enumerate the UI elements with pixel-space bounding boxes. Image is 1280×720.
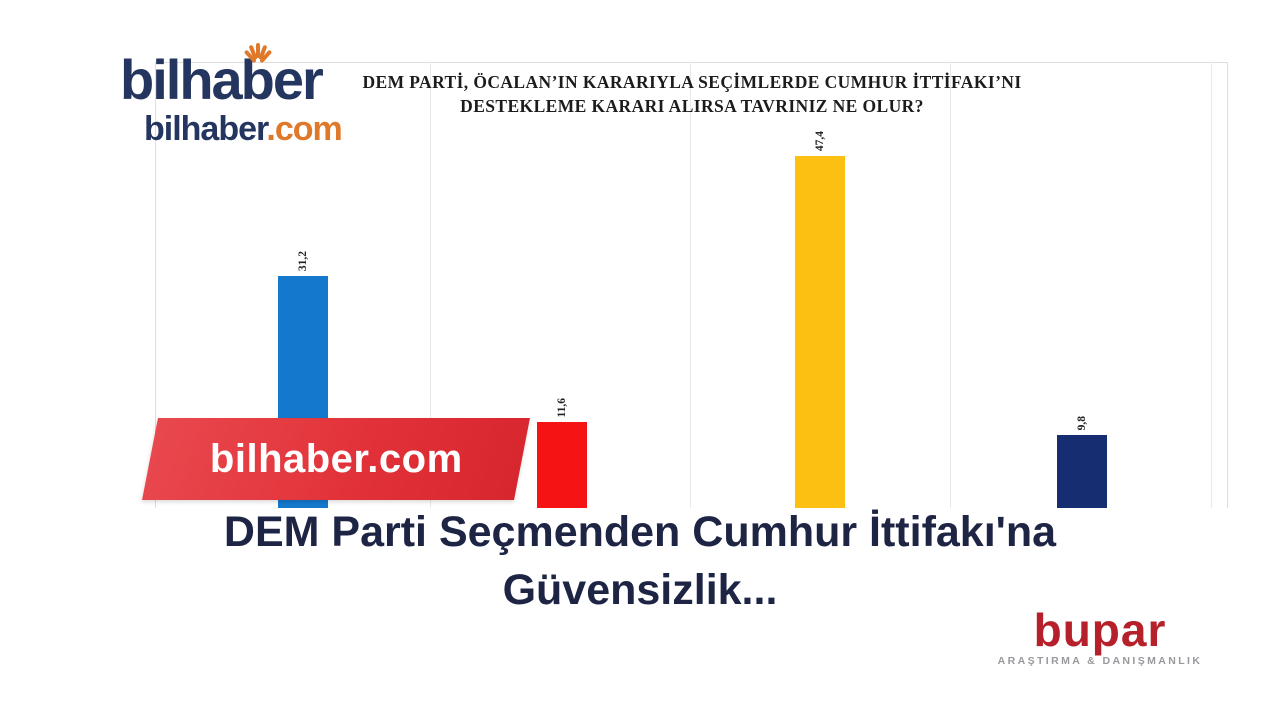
site-logo-domain-name: bilhaber	[144, 110, 267, 148]
bar-value-label: 9,8	[1076, 415, 1088, 430]
bar-group-3: 47,4	[795, 131, 845, 508]
bar-group-4: 9,8	[1057, 416, 1107, 508]
site-logo-domain: bilhaber.com	[144, 110, 343, 148]
bar-value-label: 11,6	[556, 397, 568, 418]
chart-column-divider	[950, 62, 951, 508]
chart-column-divider	[690, 62, 691, 508]
bar-red	[537, 422, 587, 508]
chart-title-line2: DESTEKLEME KARARI ALIRSA TAVRINIZ NE OLU…	[460, 96, 924, 116]
ribbon-text: bilhaber.com	[209, 436, 463, 481]
ribbon-banner: bilhaber.com	[142, 418, 530, 500]
headline-line2: Güvensizlik...	[502, 566, 778, 614]
bar-group-2: 11,6	[537, 397, 587, 508]
chart-column-divider	[1211, 62, 1212, 508]
chart-column-divider	[430, 62, 431, 508]
sparkle-rays-icon	[233, 35, 283, 65]
source-logo: bupar ARAŞTIRMA & DANIŞMANLIK	[985, 604, 1215, 667]
headline: DEM Parti Seçmenden Cumhur İttifakı'na G…	[0, 503, 1280, 619]
chart-title: DEM PARTİ, ÖCALAN’IN KARARIYLA SEÇİMLERD…	[330, 70, 1054, 118]
site-logo-wordmark: bilhaber	[120, 48, 324, 111]
source-logo-tagline: ARAŞTIRMA & DANIŞMANLIK	[997, 655, 1203, 667]
headline-line1: DEM Parti Seçmenden Cumhur İttifakı'na	[223, 508, 1057, 556]
bar-value-label: 47,4	[814, 130, 826, 151]
bar-value-label: 31,2	[297, 250, 309, 271]
site-logo: bilhaber bilhaber.com	[120, 43, 343, 148]
site-logo-domain-tld: .com	[266, 110, 342, 148]
source-logo-name: bupar	[1033, 604, 1167, 656]
bar-yellow	[795, 156, 845, 508]
chart-title-line1: DEM PARTİ, ÖCALAN’IN KARARIYLA SEÇİMLERD…	[362, 72, 1022, 92]
bar-navy	[1057, 435, 1107, 508]
